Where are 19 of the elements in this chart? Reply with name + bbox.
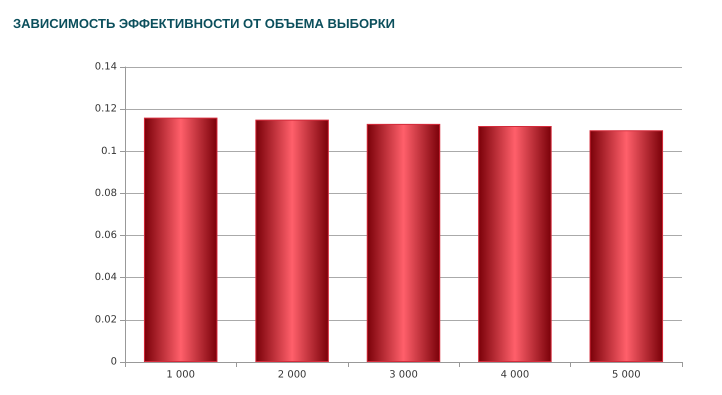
bar: [590, 130, 664, 362]
y-tick-label: 0.04: [94, 272, 117, 284]
x-tick-label: 1 000: [166, 370, 196, 380]
y-tick-label: 0.02: [94, 314, 117, 326]
bar: [144, 118, 218, 362]
y-tick-label: 0: [110, 356, 117, 368]
bar: [366, 124, 440, 362]
x-tick-label: 5 000: [612, 370, 641, 380]
bar: [255, 120, 329, 362]
y-tick-label: 0.1: [101, 146, 117, 157]
y-tick-label: 0.12: [94, 104, 117, 115]
y-tick-label: 0.06: [94, 230, 117, 242]
x-tick-label: 3 000: [389, 370, 418, 380]
y-tick-label: 0.08: [94, 188, 117, 199]
chart-title: ЗАВИСИМОСТЬ ЭФФЕКТИВНОСТИ ОТ ОБЪЕМА ВЫБОРКИ: [13, 16, 396, 31]
x-tick-label: 2 000: [278, 370, 306, 380]
x-tick-label: 4 000: [500, 370, 530, 380]
bar: [478, 126, 552, 362]
y-tick-label: 0.14: [94, 62, 117, 72]
